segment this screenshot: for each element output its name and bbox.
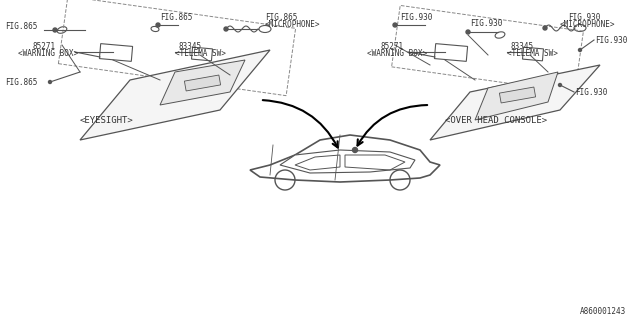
Bar — [435, 44, 468, 61]
Text: 83345: 83345 — [510, 42, 533, 51]
Polygon shape — [250, 135, 440, 182]
Circle shape — [53, 28, 57, 32]
Bar — [99, 44, 132, 61]
Circle shape — [353, 148, 358, 153]
Bar — [58, 0, 296, 96]
Polygon shape — [475, 72, 558, 120]
Text: <WARNING BOX>: <WARNING BOX> — [18, 49, 78, 58]
Text: <TELEMA SW>: <TELEMA SW> — [175, 49, 226, 58]
Bar — [392, 5, 584, 92]
Text: <WARNING BOX>: <WARNING BOX> — [367, 49, 427, 58]
Circle shape — [466, 30, 470, 34]
Bar — [522, 47, 543, 61]
Text: 85271: 85271 — [380, 42, 403, 51]
Circle shape — [559, 84, 561, 86]
Bar — [499, 87, 536, 103]
Text: FIG.930: FIG.930 — [470, 19, 502, 28]
Text: FIG.930: FIG.930 — [400, 12, 433, 21]
Circle shape — [49, 81, 51, 84]
Text: FIG.930: FIG.930 — [595, 36, 627, 44]
Text: FIG.865: FIG.865 — [160, 12, 193, 21]
Circle shape — [579, 49, 582, 52]
Text: FIG.865: FIG.865 — [5, 21, 37, 30]
Polygon shape — [280, 150, 415, 173]
Text: <MICROPHONE>: <MICROPHONE> — [560, 20, 616, 28]
Text: <TELEMA SW>: <TELEMA SW> — [507, 49, 558, 58]
Text: <MICROPHONE>: <MICROPHONE> — [265, 20, 321, 28]
Text: <OVER HEAD CONSOLE>: <OVER HEAD CONSOLE> — [445, 116, 547, 124]
Text: A860001243: A860001243 — [580, 308, 627, 316]
Bar — [184, 75, 221, 91]
Polygon shape — [160, 60, 245, 105]
Circle shape — [543, 26, 547, 30]
Text: FIG.930: FIG.930 — [575, 87, 607, 97]
Text: FIG.865: FIG.865 — [5, 77, 37, 86]
Circle shape — [393, 23, 397, 27]
Text: FIG.930: FIG.930 — [568, 12, 600, 21]
Text: 85271: 85271 — [32, 42, 55, 51]
Text: 83345: 83345 — [178, 42, 201, 51]
Text: FIG.865: FIG.865 — [265, 12, 298, 21]
Circle shape — [224, 27, 228, 31]
Circle shape — [156, 23, 160, 27]
Polygon shape — [80, 50, 270, 140]
Polygon shape — [430, 65, 600, 140]
Bar — [191, 47, 212, 61]
Text: <EYESIGHT>: <EYESIGHT> — [80, 116, 134, 124]
